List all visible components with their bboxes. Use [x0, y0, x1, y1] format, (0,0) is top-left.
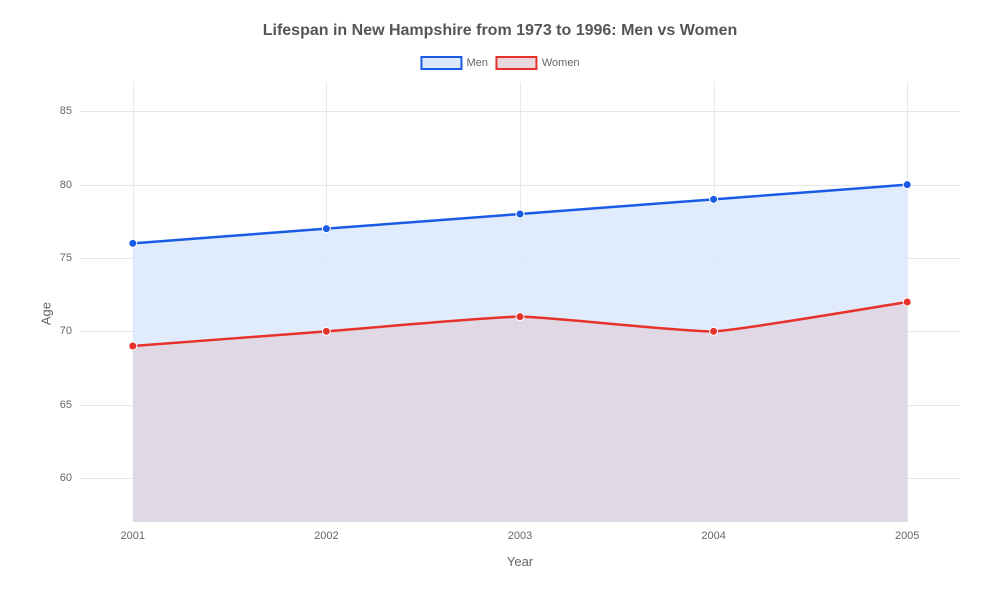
y-tick-label: 60 [60, 472, 72, 484]
legend-swatch [496, 56, 538, 70]
chart-title: Lifespan in New Hampshire from 1973 to 1… [0, 22, 1000, 40]
data-point[interactable] [129, 342, 137, 350]
legend: Men Women [420, 56, 579, 70]
data-point[interactable] [129, 239, 137, 247]
data-point[interactable] [710, 327, 718, 335]
y-axis-label: Age [39, 302, 54, 325]
series-canvas [80, 82, 960, 522]
legend-item[interactable]: Men [420, 56, 487, 70]
y-tick-label: 85 [60, 105, 72, 117]
legend-label: Women [542, 57, 580, 69]
data-point[interactable] [903, 181, 911, 189]
legend-label: Men [466, 57, 487, 69]
y-tick-label: 80 [60, 179, 72, 191]
data-point[interactable] [516, 313, 524, 321]
data-point[interactable] [710, 195, 718, 203]
x-axis-label: Year [507, 554, 533, 569]
plot-area: Age Year 2001200220032004200560657075808… [80, 82, 960, 522]
data-point[interactable] [516, 210, 524, 218]
x-tick-label: 2004 [701, 530, 725, 542]
legend-swatch [420, 56, 462, 70]
y-tick-label: 75 [60, 252, 72, 264]
data-point[interactable] [903, 298, 911, 306]
x-tick-label: 2003 [508, 530, 532, 542]
x-tick-label: 2002 [314, 530, 338, 542]
data-point[interactable] [322, 327, 330, 335]
legend-item[interactable]: Women [496, 56, 580, 70]
x-tick-label: 2001 [121, 530, 145, 542]
y-tick-label: 65 [60, 399, 72, 411]
x-tick-label: 2005 [895, 530, 919, 542]
chart-container: Lifespan in New Hampshire from 1973 to 1… [0, 0, 1000, 600]
y-tick-label: 70 [60, 325, 72, 337]
data-point[interactable] [322, 225, 330, 233]
